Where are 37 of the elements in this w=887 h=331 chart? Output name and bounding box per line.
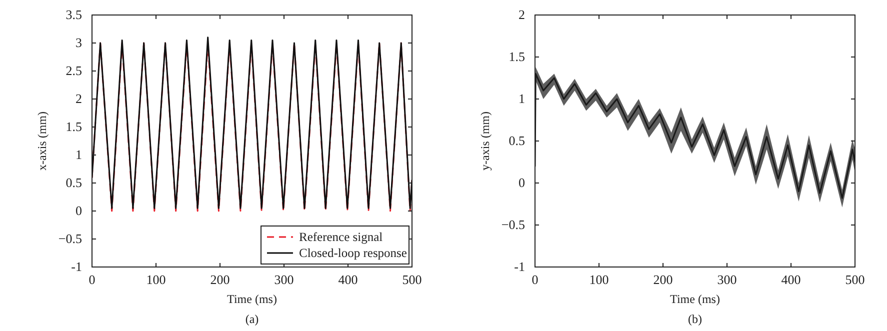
x-tick-label: 500 [402, 272, 422, 288]
legend-label: Reference signal [299, 230, 384, 244]
x-tick-label: 0 [88, 272, 96, 288]
y-tick-label: 1 [76, 147, 82, 162]
y-tick-label: 3.5 [66, 7, 82, 22]
x-tick-label: 200 [653, 272, 673, 288]
y-axis-title: x-axis (mm) [35, 112, 49, 170]
text: (b) [688, 312, 702, 326]
x-axis-title: Time (ms) [227, 292, 277, 306]
y-tick-label: 0 [518, 175, 525, 190]
y-tick-label: 1.5 [66, 119, 82, 134]
y-axis-title: y-axis (mm) [478, 112, 492, 170]
x-tick-label: 400 [781, 272, 801, 288]
y-tick-label: 0.5 [66, 175, 82, 190]
x-tick-label: 100 [146, 272, 166, 288]
y-tick-label: −0.5 [58, 231, 82, 246]
y-tick-label: 1 [518, 91, 525, 106]
x-tick-label: 0 [532, 272, 538, 288]
y-tick-label: 1.5 [508, 49, 525, 64]
y-tick-label: 0 [76, 203, 82, 218]
y-tick-label: -1 [514, 259, 525, 274]
text: (a) [245, 312, 259, 326]
y-tick-label: 3 [76, 35, 82, 50]
x-tick-label: 400 [338, 272, 358, 288]
y-tick-label: 2.5 [66, 63, 82, 78]
y-tick-label: -1 [71, 259, 82, 274]
legend-label: Closed-loop response [299, 246, 408, 260]
x-tick-label: 300 [274, 272, 294, 288]
x-tick-label: 200 [210, 272, 230, 288]
x-axis-title: Time (ms) [670, 292, 720, 306]
x-tick-label: 500 [845, 272, 865, 288]
y-tick-label: 2 [518, 7, 525, 22]
y-tick-label: 0.5 [508, 133, 525, 148]
y-tick-label: −0.5 [501, 217, 525, 232]
y-tick-label: 2 [76, 91, 82, 106]
x-tick-label: 100 [589, 272, 609, 288]
x-tick-label: 300 [717, 272, 737, 288]
